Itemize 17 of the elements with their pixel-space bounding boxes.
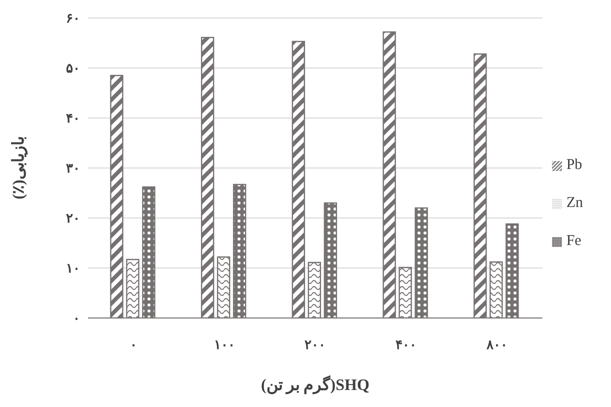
x-tick-label: ۱۰۰ (214, 337, 235, 352)
x-tick-label: ۸۰۰ (485, 337, 508, 352)
y-tick-label: ۳۰ (66, 160, 80, 176)
legend-label: Zn (566, 195, 583, 211)
y-tick-label: ۰ (73, 310, 80, 326)
x-axis-title: SHQ(گرم بر تن) (260, 375, 370, 395)
legend-label: Pb (566, 157, 582, 173)
x-tick-label: ۲۰۰ (304, 337, 326, 352)
y-tick-label: ۵۰ (66, 60, 80, 76)
y-tick-label: ۴۰ (66, 110, 80, 126)
y-axis-title: بازیابی(٪) (10, 136, 29, 200)
x-tick-label: ۴۰۰ (396, 337, 417, 352)
y-tick-label: ۱۰ (66, 260, 80, 276)
y-tick-label: ۲۰ (66, 210, 80, 226)
x-tick-label: ۰ (130, 337, 137, 352)
y-tick-label: ۶۰ (66, 10, 80, 26)
legend-label: Fe (566, 233, 582, 249)
